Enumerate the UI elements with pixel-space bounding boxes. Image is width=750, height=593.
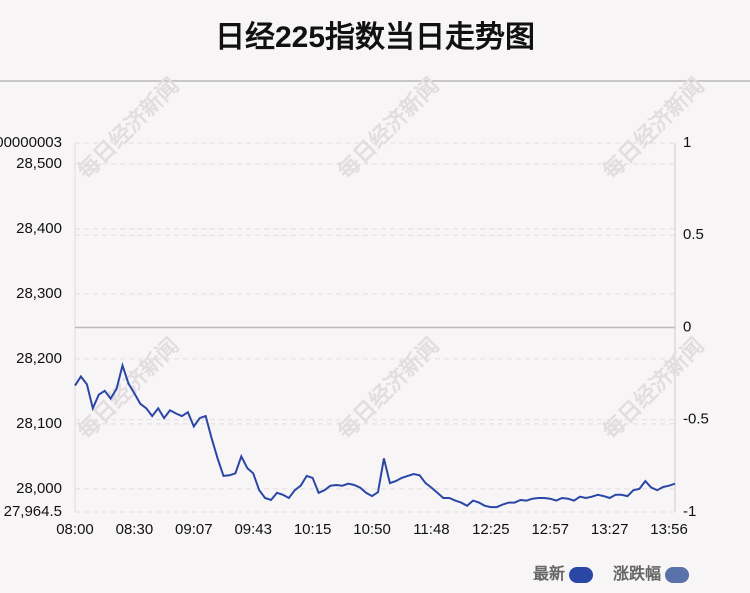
x-tick-label: 12:57 xyxy=(531,521,569,538)
x-tick-label: 12:25 xyxy=(472,521,510,538)
x-tick-label: 08:00 xyxy=(56,521,94,538)
legend-label: 最新 xyxy=(533,564,565,583)
x-tick-label: 10:50 xyxy=(353,521,391,538)
y-tick-label: 28,532.100000003 xyxy=(0,134,62,151)
x-tick-label: 09:43 xyxy=(234,521,272,538)
legend-label: 涨跌幅 xyxy=(613,564,661,583)
y-tick-label: 28,300 xyxy=(16,285,62,302)
y2-tick-label: -1 xyxy=(683,503,696,520)
x-tick-label: 13:56 xyxy=(650,521,688,538)
y-tick-label: 28,200 xyxy=(16,350,62,367)
series-line xyxy=(74,361,676,509)
y-tick-label: 28,500 xyxy=(16,155,62,172)
chart-title: 日经225指数当日走势图 xyxy=(215,20,535,54)
y-tick-label: 28,400 xyxy=(16,220,62,237)
y-tick-label: 28,100 xyxy=(16,415,62,432)
x-tick-label: 11:48 xyxy=(413,521,449,538)
legend-swatch xyxy=(569,567,594,583)
x-tick-label: 13:27 xyxy=(591,521,629,538)
y2-tick-label: 1 xyxy=(683,134,691,151)
y2-tick-label: 0 xyxy=(683,318,691,335)
x-tick-label: 10:15 xyxy=(294,521,332,538)
y-tick-label: 27,964.5 xyxy=(4,503,62,520)
y-tick-label: 28,000 xyxy=(16,480,62,497)
x-tick-label: 08:30 xyxy=(116,521,154,538)
y2-tick-label: 0.5 xyxy=(683,226,704,243)
x-tick-label: 09:07 xyxy=(175,521,213,538)
legend-swatch xyxy=(665,567,690,583)
y2-tick-label: -0.5 xyxy=(683,411,709,428)
